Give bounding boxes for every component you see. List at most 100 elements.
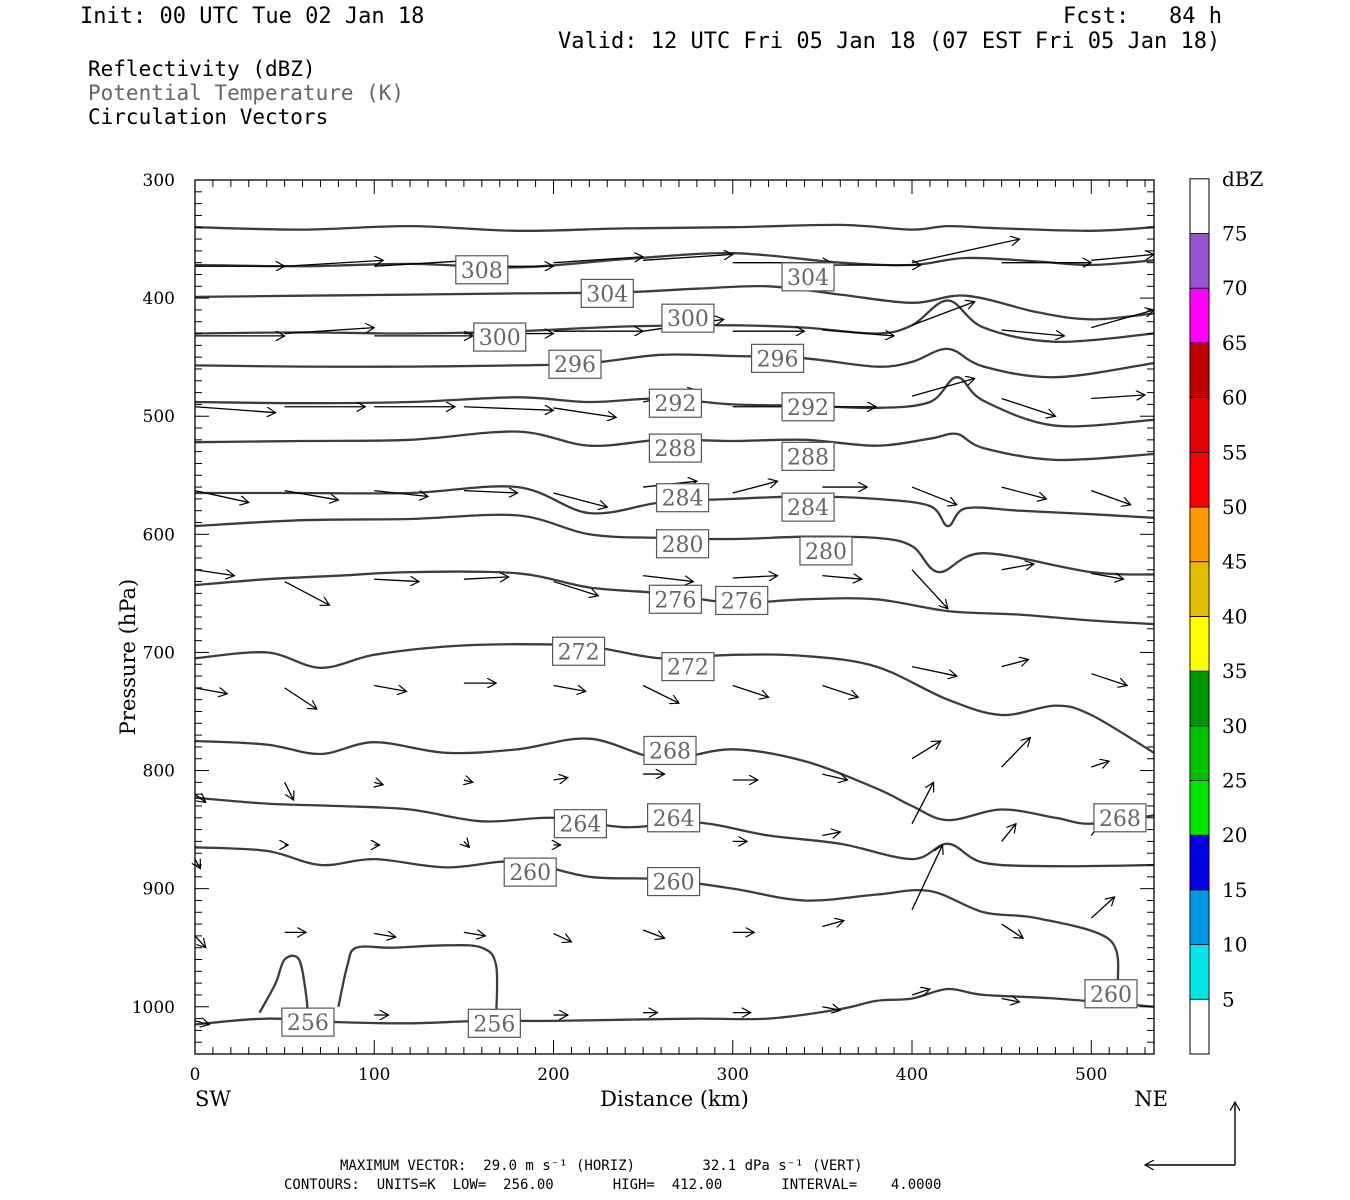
vector-arrow [463,407,554,411]
contour-label-box [648,584,702,614]
vector-arrow [194,794,206,802]
contour-label-text: 308 [461,259,503,284]
contour-label-280: 280 [655,529,710,559]
contour-label-box [548,349,602,379]
vector-arrow [732,684,769,698]
colorbar-swatch [1189,342,1210,398]
contour-label-text: 304 [787,266,829,291]
colorbar-level-70: 70 [1222,276,1247,300]
y-tick-label: 300 [143,171,175,191]
contour-label-256: 256 [281,1007,335,1037]
vector-arrow [911,782,934,824]
contour-label-256: 256 [467,1008,521,1038]
contour-label-text: 272 [558,640,600,665]
vector-arrow [284,782,294,800]
contour-label-box [467,1008,521,1038]
circulation-vectors [195,239,1154,1024]
vector-arrow [195,859,200,868]
vector-arrow [1001,660,1029,668]
vector-arrow [1001,824,1016,842]
vector-arrow [1001,737,1031,768]
x-tick-label: 500 [1075,1065,1107,1085]
vector-arrow [374,489,428,497]
contour-label-box [647,866,701,897]
contour-label-box [648,433,702,463]
theta-contour-292 [194,376,1155,428]
contour-label-box [503,857,557,887]
vector-arrow [732,576,778,578]
contour-label-308: 308 [455,255,509,285]
colorbar-swatch [1189,451,1210,508]
contour-label-box [661,652,715,682]
contour-label-text: 260 [509,861,551,886]
theta-contour-296 [194,347,1155,379]
vector-arrow [464,841,469,847]
contour-label-box [781,392,835,422]
theta-contour-312 [194,223,1155,232]
vector-arrow [911,845,942,911]
colorbar-level-15: 15 [1222,878,1247,902]
y-tick-label: 1000 [132,998,175,1018]
vector-arrow [642,684,679,704]
vector-arrow [1091,490,1130,505]
colorbar-swatch [1189,561,1210,617]
contour-label-text: 292 [654,392,696,417]
colorbar-level-45: 45 [1222,550,1247,574]
legend-theta: Potential Temperature (K) [88,81,405,105]
contour-labels: 308 304 304 300 300 296 296 292 292 288 288 284 284 2… [281,255,1147,1038]
contour-label-288: 288 [781,441,835,471]
vector-arrow [194,489,249,503]
y-tick-label: 400 [143,289,175,309]
vector-arrow [553,257,644,264]
legend-reflectivity: Reflectivity (dBZ) [88,57,316,81]
vector-arrow [911,302,975,326]
contour-label-276: 276 [715,585,769,616]
vector-arrow [374,934,396,938]
vector-arrow [553,684,586,692]
vector-arrow [284,328,375,335]
contour-label-box [781,441,835,471]
contour-label-box [750,343,805,373]
contour-label-272: 272 [551,636,606,666]
colorbar-swatch [1189,616,1210,672]
vector-arrow [642,929,665,938]
contour-label-box [580,278,634,308]
contour-label-box [781,262,835,292]
colorbar-level-30: 30 [1222,714,1247,738]
contour-label-text: 256 [287,1011,329,1036]
contour-label-box [661,303,715,333]
init-time: Init: 00 UTC Tue 02 Jan 18 [80,4,425,29]
theta-contour-288 [194,430,1155,462]
vector-arrow [1001,998,1020,1002]
contour-label-text: 296 [554,353,596,378]
colorbar-swatch [1189,233,1210,289]
contour-label-text: 272 [667,656,709,681]
vector-arrow [194,569,234,576]
contour-label-text: 268 [649,739,691,764]
contour-label-272: 272 [661,652,715,682]
vector-arrow [732,481,778,494]
vector-arrow [1001,486,1047,499]
dbz-colorbar: 5 10 15 20 25 30 35 40 45 50 55 60 65 70 75 dBZ [1189,167,1264,1055]
colorbar-level-40: 40 [1222,604,1247,628]
vector-arrow [194,687,227,694]
x-tick-label: 0 [190,1065,201,1085]
vector-arrow [1091,310,1154,329]
reference-vector-icon [1145,1102,1235,1165]
contour-label-text: 296 [757,347,799,372]
x-tick-label: 100 [358,1065,390,1085]
vector-arrow [1091,673,1127,686]
theta-contour-284 [194,485,1155,528]
vector-arrow [194,406,276,413]
colorbar-level-10: 10 [1222,933,1247,957]
vector-arrow [643,575,693,582]
colorbar-level-25: 25 [1222,769,1247,793]
sw-label: SW [195,1087,231,1111]
vector-arrow [374,782,383,784]
vector-arrow [822,684,858,698]
contour-label-text: 288 [787,445,829,470]
contour-label-box [715,585,769,616]
colorbar-level-75: 75 [1222,222,1247,246]
theta-contour-304 [194,284,1155,321]
vector-arrow [463,491,518,493]
